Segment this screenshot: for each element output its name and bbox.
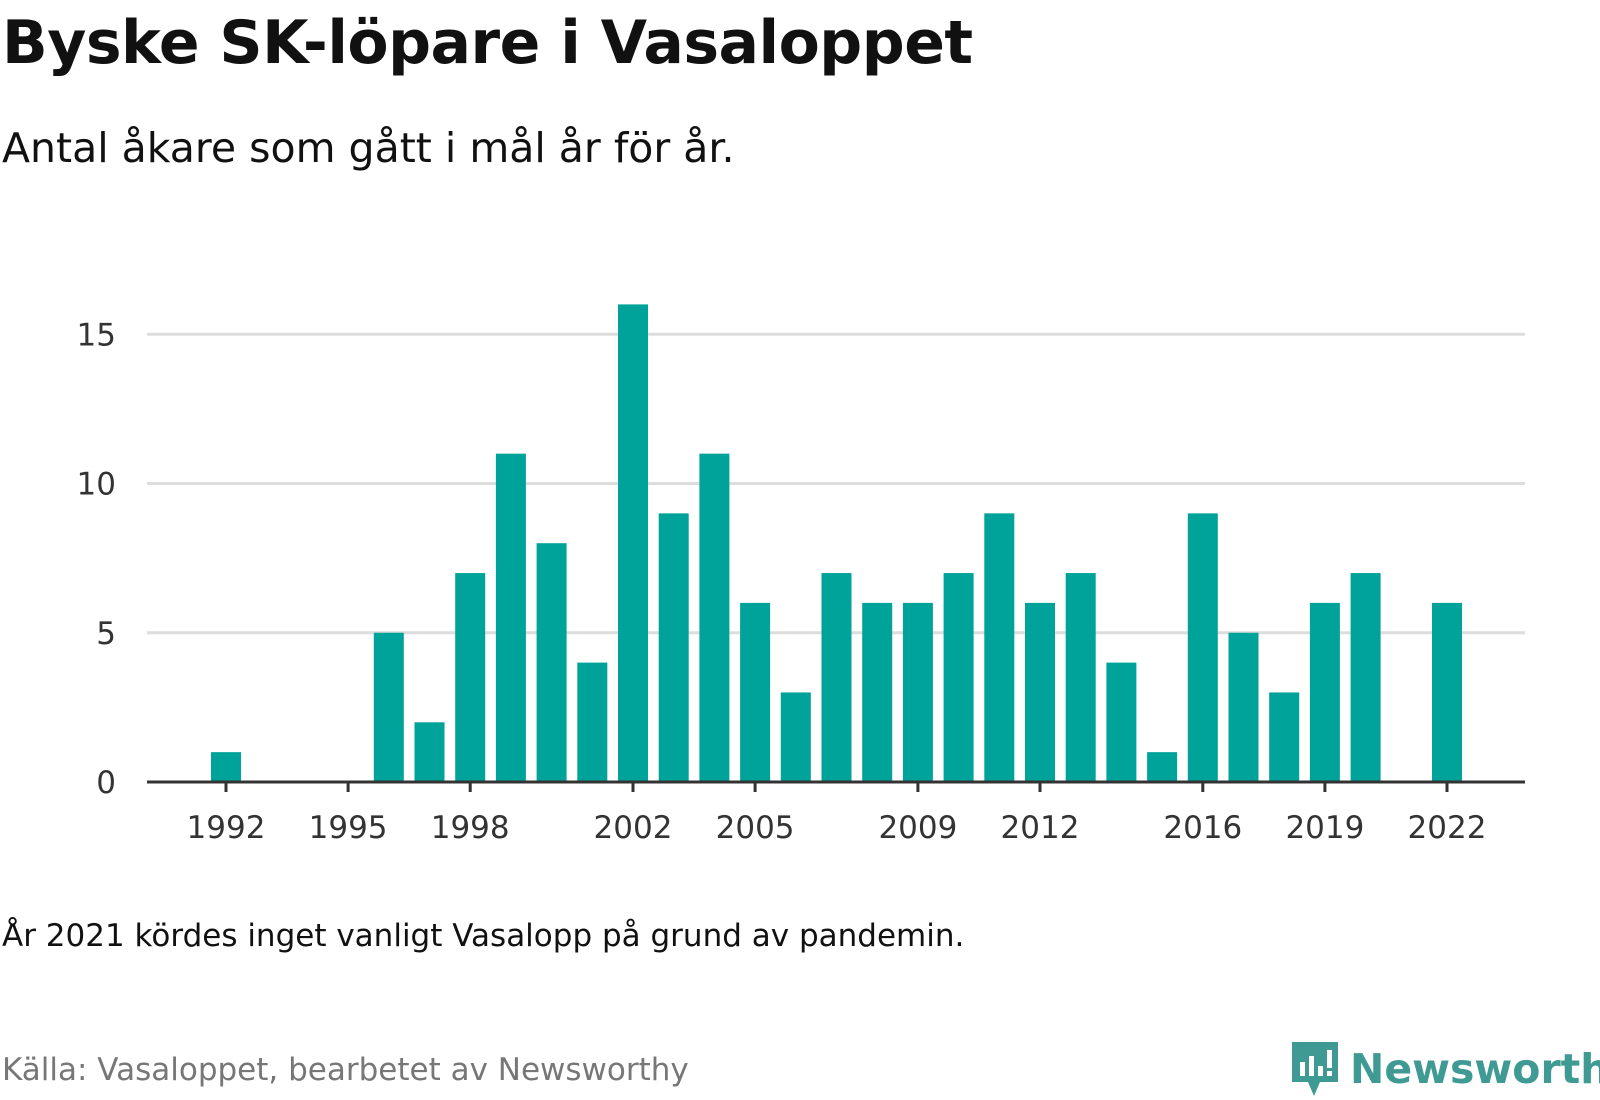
bar-2007 [821, 573, 852, 782]
footnote: År 2021 kördes inget vanligt Vasalopp på… [2, 918, 965, 954]
x-tick-label: 1992 [187, 810, 266, 846]
bar-2006 [780, 692, 811, 782]
bar-2020 [1350, 573, 1381, 782]
bar-2017 [1228, 632, 1259, 782]
y-tick-label: 0 [96, 765, 116, 801]
x-tick-labels: 1992 1995 1998 2002 2005 2009 2012 2016 2019 2022 [187, 810, 1487, 846]
newsworthy-logo: Newsworthy [1290, 1040, 1600, 1098]
bar-1997 [414, 722, 445, 782]
bar-2001 [577, 662, 608, 782]
bar-2014 [1106, 662, 1137, 782]
bar-chart: 0 5 10 15 1992 1995 1998 2002 2005 2009 2012 2016 2… [77, 304, 1525, 846]
x-tick-label: 2002 [594, 810, 673, 846]
bar-2011 [984, 513, 1015, 782]
newsworthy-logo-icon [1292, 1042, 1338, 1096]
bar-2012 [1025, 602, 1055, 782]
chart-title: Byske SK-löpare i Vasaloppet [2, 8, 973, 78]
x-tick-label: 2005 [716, 810, 795, 846]
bar-2009 [902, 602, 933, 782]
y-tick-labels: 0 5 10 15 [77, 317, 116, 801]
y-tick-label: 5 [96, 616, 116, 652]
bar-2005 [740, 602, 771, 782]
bar-2000 [536, 543, 567, 782]
bar-2003 [658, 513, 689, 782]
bar-2010 [943, 573, 974, 782]
bar-2022 [1432, 602, 1462, 782]
x-tick-label: 1998 [431, 810, 510, 846]
x-tick-label: 2016 [1163, 810, 1242, 846]
y-tick-label: 15 [77, 317, 116, 353]
bar-1996 [373, 632, 404, 782]
bar-2018 [1269, 692, 1300, 782]
x-axis [147, 780, 1525, 792]
bar-2013 [1065, 573, 1096, 782]
logo-text: Newsworthy [1350, 1045, 1600, 1093]
bar-2004 [699, 453, 730, 782]
x-tick-label: 1995 [309, 810, 388, 846]
x-tick-label: 2012 [1001, 810, 1080, 846]
source-text: Källa: Vasaloppet, bearbetet av Newswort… [2, 1052, 689, 1088]
y-tick-label: 10 [77, 467, 116, 503]
chart-subtitle: Antal åkare som gått i mål år för år. [2, 124, 735, 172]
bar-1998 [455, 573, 486, 782]
bar-1992 [211, 752, 241, 782]
x-tick-label: 2019 [1285, 810, 1364, 846]
bars [211, 304, 1462, 782]
bar-2008 [862, 602, 893, 782]
x-tick-label: 2009 [878, 810, 957, 846]
bar-1999 [495, 453, 526, 782]
bar-2015 [1147, 752, 1178, 782]
bar-2002 [618, 304, 648, 782]
x-tick-label: 2022 [1408, 810, 1487, 846]
bar-2016 [1187, 513, 1218, 782]
bar-2019 [1309, 602, 1340, 782]
